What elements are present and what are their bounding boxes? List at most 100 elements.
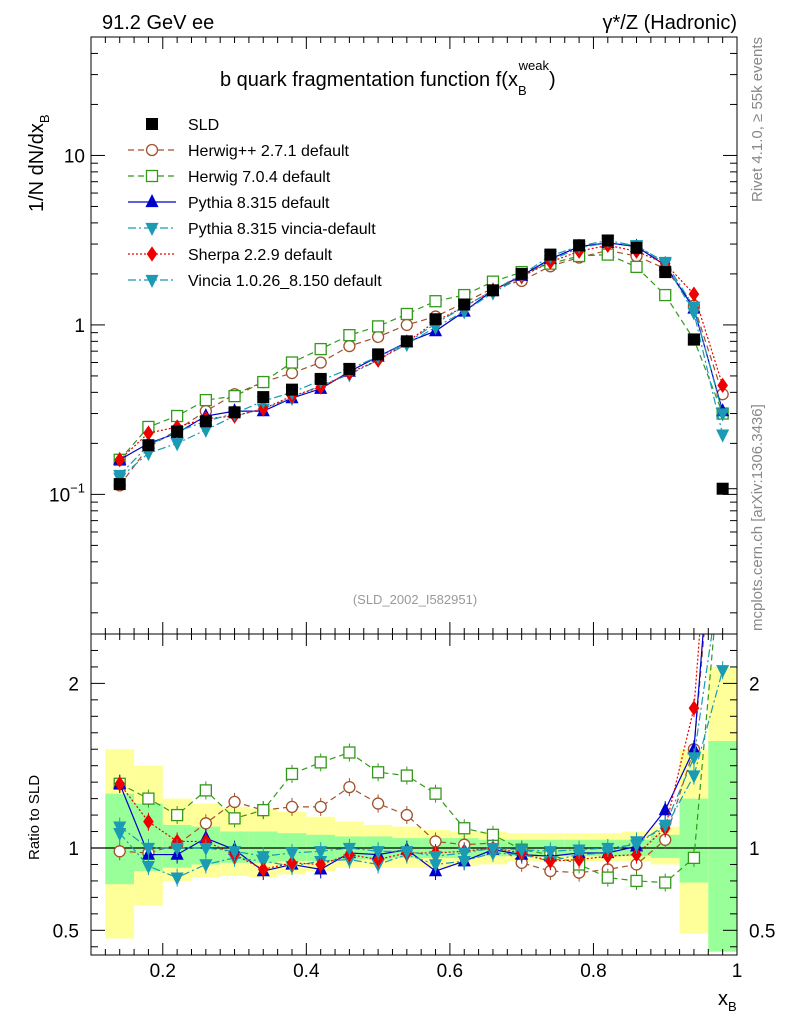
point-vincia <box>716 408 730 422</box>
ratio-point-herwig7 <box>285 767 299 781</box>
ratio-point-herwig7 <box>630 874 643 888</box>
analysis-id: (SLD_2002_I582951) <box>353 592 477 607</box>
point-sld <box>458 298 471 311</box>
ratio-point-vincia <box>256 851 270 865</box>
x-tick-label: 1 <box>732 961 743 982</box>
ratio-point-herwig7 <box>343 746 356 759</box>
ratio-point-herwig7 <box>486 828 500 841</box>
legend: SLD Herwig++ 2.7.1 default Herwig 7.0.4 de… <box>128 117 382 290</box>
point-sld <box>314 372 327 385</box>
point-herwig7 <box>630 260 643 274</box>
ratio-point-sherpa <box>573 851 585 868</box>
ratio-point-herwigpp <box>400 808 413 822</box>
point-sld <box>113 478 126 491</box>
x-tick-label: 0.6 <box>437 961 463 982</box>
point-sld <box>142 439 155 452</box>
legend-marker-sherpa <box>146 246 158 262</box>
x-tick-label: 0.4 <box>293 961 320 982</box>
point-sld <box>659 266 672 279</box>
ratio-line-herwig7 <box>119 634 715 884</box>
header-process: γ*/Z (Hadronic) <box>603 12 737 34</box>
ratio-point-sherpa <box>257 861 269 878</box>
ratio-line-pythia <box>119 634 704 872</box>
point-sld <box>601 234 614 247</box>
ratio-point-vincia <box>170 842 184 856</box>
legend-marker-vincia_default <box>145 222 159 236</box>
ratio-point-herwigpp <box>343 780 356 794</box>
point-herwig7 <box>257 375 270 389</box>
point-herwig7 <box>659 288 672 302</box>
y-tick-label: 1 <box>74 316 85 337</box>
ratio-point-pythia <box>658 802 672 816</box>
ratio-point-sherpa <box>143 814 154 830</box>
ratio-point-vincia <box>457 847 471 861</box>
ratio-point-vincia <box>572 844 586 858</box>
ratio-point-herwig7 <box>458 822 471 835</box>
ratio-line-vincia <box>119 634 713 857</box>
point-sld <box>372 348 385 361</box>
ratio-point-herwigpp <box>113 845 126 858</box>
x-tick-label: 0.8 <box>580 961 606 982</box>
ratio-tick-label-left: 1 <box>68 839 79 860</box>
series-line-herwigpp <box>119 249 724 486</box>
ratio-point-vincia <box>486 842 500 856</box>
point-herwig7 <box>343 329 356 342</box>
ratio-point-herwig7 <box>228 812 241 825</box>
point-vincia_default <box>716 429 730 443</box>
point-herwig7 <box>314 342 327 356</box>
ratio-point-herwigpp <box>199 817 212 830</box>
series-line-herwig7 <box>119 253 724 461</box>
ratio-line-sherpa <box>119 634 701 871</box>
ratio-point-herwigpp <box>228 795 241 809</box>
point-sld <box>630 241 643 254</box>
point-sld <box>687 333 700 346</box>
x-tick-label: 0.2 <box>150 961 176 982</box>
legend-marker-vincia <box>145 274 159 288</box>
legend-label-vincia: Vincia 1.0.26_8.150 default <box>188 273 382 290</box>
ratio-panel-frame <box>90 633 738 956</box>
ratio-point-herwig7 <box>429 787 442 800</box>
ratio-point-vincia <box>141 842 155 856</box>
point-sld <box>400 335 413 348</box>
ratio-point-herwigpp <box>285 800 299 813</box>
point-herwig7 <box>228 389 241 403</box>
ratio-tick-label-left: 2 <box>68 674 79 695</box>
legend-marker-sld <box>146 118 158 130</box>
x-axis-label: xB <box>718 988 737 1014</box>
ratio-point-vincia <box>717 555 728 566</box>
point-herwig7 <box>429 295 442 308</box>
point-sld <box>486 284 499 297</box>
ratio-point-vincia <box>601 842 615 856</box>
legend-label-herwigpp: Herwig++ 2.7.1 default <box>188 143 350 160</box>
legend-marker-herwigpp <box>145 143 159 157</box>
ratio-point-vincia <box>342 842 356 856</box>
main-panel-series <box>113 234 737 495</box>
ratio-tick-label-left: 0.5 <box>53 921 79 942</box>
ratio-point-sherpa <box>688 700 700 716</box>
ratio-point-herwig7 <box>659 876 672 889</box>
point-vincia <box>687 301 701 315</box>
point-herwigpp <box>400 318 413 332</box>
mcplots-info: mcplots.cern.ch [arXiv:1306.3436] <box>749 404 766 631</box>
legend-label-pythia: Pythia 8.315 default <box>188 195 330 212</box>
point-sld <box>544 248 557 261</box>
ratio-line-vincia_default <box>119 670 724 879</box>
ratio-point-vincia <box>629 839 644 853</box>
ratio-point-sherpa <box>315 856 326 873</box>
ratio-point-vincia <box>199 842 213 856</box>
ratio-point-sherpa <box>286 855 298 871</box>
ratio-point-herwig7 <box>687 851 701 865</box>
ratio-point-herwig7 <box>601 871 614 884</box>
legend-label-herwig7: Herwig 7.0.4 default <box>188 169 331 186</box>
ratio-uncertainty-bands <box>91 666 737 952</box>
y-axis-label: 1/N dN/dxB <box>26 114 52 212</box>
header-energy: 91.2 GeV ee <box>102 12 214 34</box>
legend-label-sherpa: Sherpa 2.2.9 default <box>188 247 333 264</box>
ratio-point-vincia <box>543 846 557 860</box>
point-sld <box>573 239 586 252</box>
ratio-tick-label-right: 2 <box>749 674 760 695</box>
point-sld <box>257 391 270 404</box>
legend-label-vincia_default: Pythia 8.315 vincia-default <box>188 221 376 238</box>
point-sld <box>199 415 212 428</box>
